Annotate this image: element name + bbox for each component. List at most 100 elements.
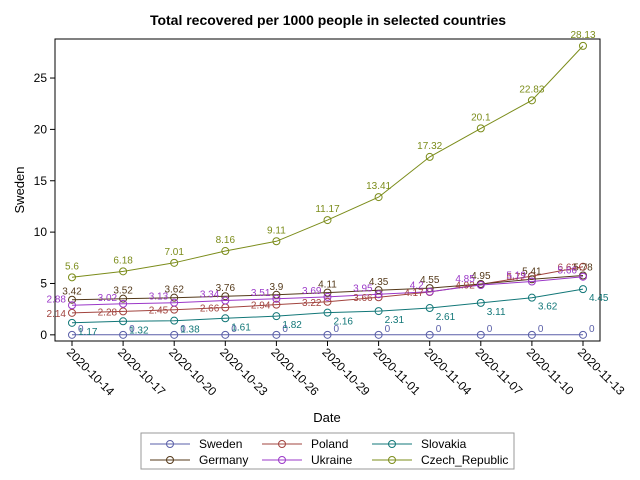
series-sweden [68,330,587,339]
legend-marker [388,440,396,448]
data-point [119,317,128,326]
y-axis-label: Sweden [12,167,27,214]
data-point [527,277,536,286]
series-layer [68,41,587,339]
data-point [323,330,332,339]
series-line [71,275,584,301]
data-label: 4.55 [420,275,440,286]
data-label: 0 [589,324,595,335]
data-label: 5.6 [65,261,79,272]
data-label: 3.95 [353,283,373,294]
data-label: 7.01 [164,247,184,258]
data-point [221,314,230,323]
data-label: 0 [282,324,288,335]
data-label: 2.28 [98,307,118,318]
y-tick-label: 20 [34,122,48,136]
data-point [476,281,485,290]
data-label: 4.17 [404,288,424,299]
data-point [272,300,281,309]
data-point [170,330,179,339]
data-label: 13.41 [366,181,391,192]
data-point [272,237,281,246]
legend-item-slovakia: Slovakia [372,437,467,451]
x-tick-label: 2020-11-07 [473,345,526,398]
data-point [476,298,485,307]
data-label: 0 [78,324,84,335]
data-point [221,296,230,305]
data-label: 0 [436,324,442,335]
data-label: 0 [487,324,493,335]
data-label: 3.34 [200,290,220,301]
data-label: 9.11 [267,225,286,236]
series-line [71,266,584,314]
data-label: 5.78 [573,262,593,273]
data-label: 0 [334,324,340,335]
data-point [119,299,128,308]
y-tick-label: 0 [40,328,47,342]
data-label: 3.51 [251,288,271,299]
legend: Sweden Poland Slovakia Germany Ukraine Czech_… [140,432,515,470]
data-point [323,308,332,317]
data-point [68,308,76,317]
data-point [272,294,281,303]
data-point [170,316,179,325]
data-point [68,318,76,327]
data-point [374,307,383,316]
data-label: 4.92 [455,280,475,291]
legend-label: Poland [311,437,348,451]
data-label: 8.16 [216,235,236,246]
data-label: 6.63 [558,263,578,274]
data-label: 4.95 [471,271,491,282]
data-point [119,294,128,303]
data-label: 1.17 [78,327,98,338]
data-label: 5.41 [522,266,542,277]
x-tick-label: 2020-11-13 [575,345,628,398]
data-point [68,301,76,310]
series-ukraine [68,272,587,310]
data-label: 0 [129,324,135,335]
data-label: 3.9 [269,282,283,293]
data-label: 1.82 [282,320,302,331]
data-label: 1.38 [180,325,200,336]
data-label: 4.2 [410,281,424,292]
data-point [221,292,230,301]
series-line [71,45,584,278]
data-label: 0 [538,324,544,335]
data-point [527,330,536,339]
data-point [323,288,332,297]
data-label: 0 [385,324,391,335]
data-label: 3.13 [149,292,169,303]
legend-marker [278,456,286,464]
series-slovakia [68,285,587,327]
data-label: 2.66 [200,304,220,315]
data-label: 2.14 [47,309,67,320]
legend-frame [140,432,515,470]
data-label: 5.72 [506,272,526,283]
legend-marker [278,440,286,448]
data-point [579,272,587,281]
data-point [374,286,383,295]
data-point [272,312,281,321]
data-label: 3.66 [353,293,373,304]
data-label: 4.85 [455,274,475,285]
data-label: 5.66 [558,266,578,277]
data-label: 4.11 [318,280,337,291]
legend-item-poland: Poland [262,437,348,451]
legend-item-germany: Germany [150,453,248,467]
data-label: 2.88 [47,294,67,305]
x-tick-label: 2020-10-14 [64,345,118,399]
data-label: 0 [231,324,237,335]
legend-label: Sweden [199,437,242,451]
data-label: 2.61 [436,312,456,323]
data-point [579,41,587,50]
data-point [323,216,332,225]
data-label: 1.61 [231,322,251,333]
data-label: 20.1 [471,112,491,123]
data-point [579,330,587,339]
data-label: 4.45 [589,293,609,304]
data-point [425,287,434,296]
data-label: 1.32 [129,325,149,336]
data-label: 5.19 [506,271,526,282]
data-point [119,267,128,276]
